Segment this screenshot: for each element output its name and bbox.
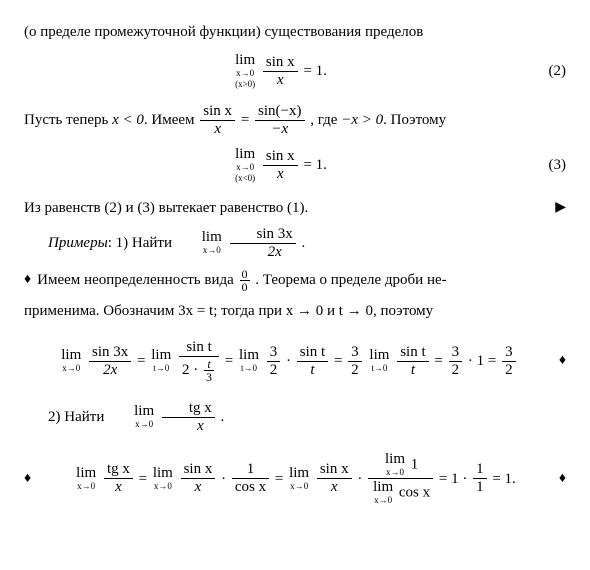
end-proof-icon: ▶ bbox=[555, 198, 566, 218]
example-1-chain: limx→0 sin 3x2x = limt→0 sin t2 · t3 = l… bbox=[24, 330, 566, 393]
example-1-header: Примеры: 1) Найти limx→0 sin 3x2x . bbox=[24, 227, 566, 260]
eq-label-3: (3) bbox=[536, 155, 566, 176]
example-1-body-1: ♦ Имеем неопределенность вида 00 . Теоре… bbox=[24, 268, 566, 293]
eq-label-2: (2) bbox=[536, 61, 566, 82]
diamond-icon: ♦ bbox=[24, 469, 31, 489]
example-2-chain: ♦ limx→0 tg xx = limx→0 sin xx · 1cos x … bbox=[24, 442, 566, 517]
diamond-icon: ♦ bbox=[559, 469, 566, 489]
diamond-icon: ♦ bbox=[24, 270, 31, 290]
example-1-body-2: применима. Обозначим 3x = t; тогда при x… bbox=[24, 301, 566, 322]
example-2-header: 2) Найти limx→0 tg xx . bbox=[24, 401, 566, 434]
intro-line: (о пределе промежуточной функции) сущест… bbox=[24, 22, 566, 43]
conclusion-line: Из равенств (2) и (3) вытекает равенство… bbox=[24, 198, 566, 219]
line-2: Пусть теперь x < 0. Имеем sin xx = sin(−… bbox=[24, 104, 566, 137]
diamond-icon: ♦ bbox=[559, 351, 566, 371]
equation-2: limx→0(x>0) sin xx = 1. (2) bbox=[24, 53, 566, 90]
equation-3: limx→0(x<0) sin xx = 1. (3) bbox=[24, 147, 566, 184]
